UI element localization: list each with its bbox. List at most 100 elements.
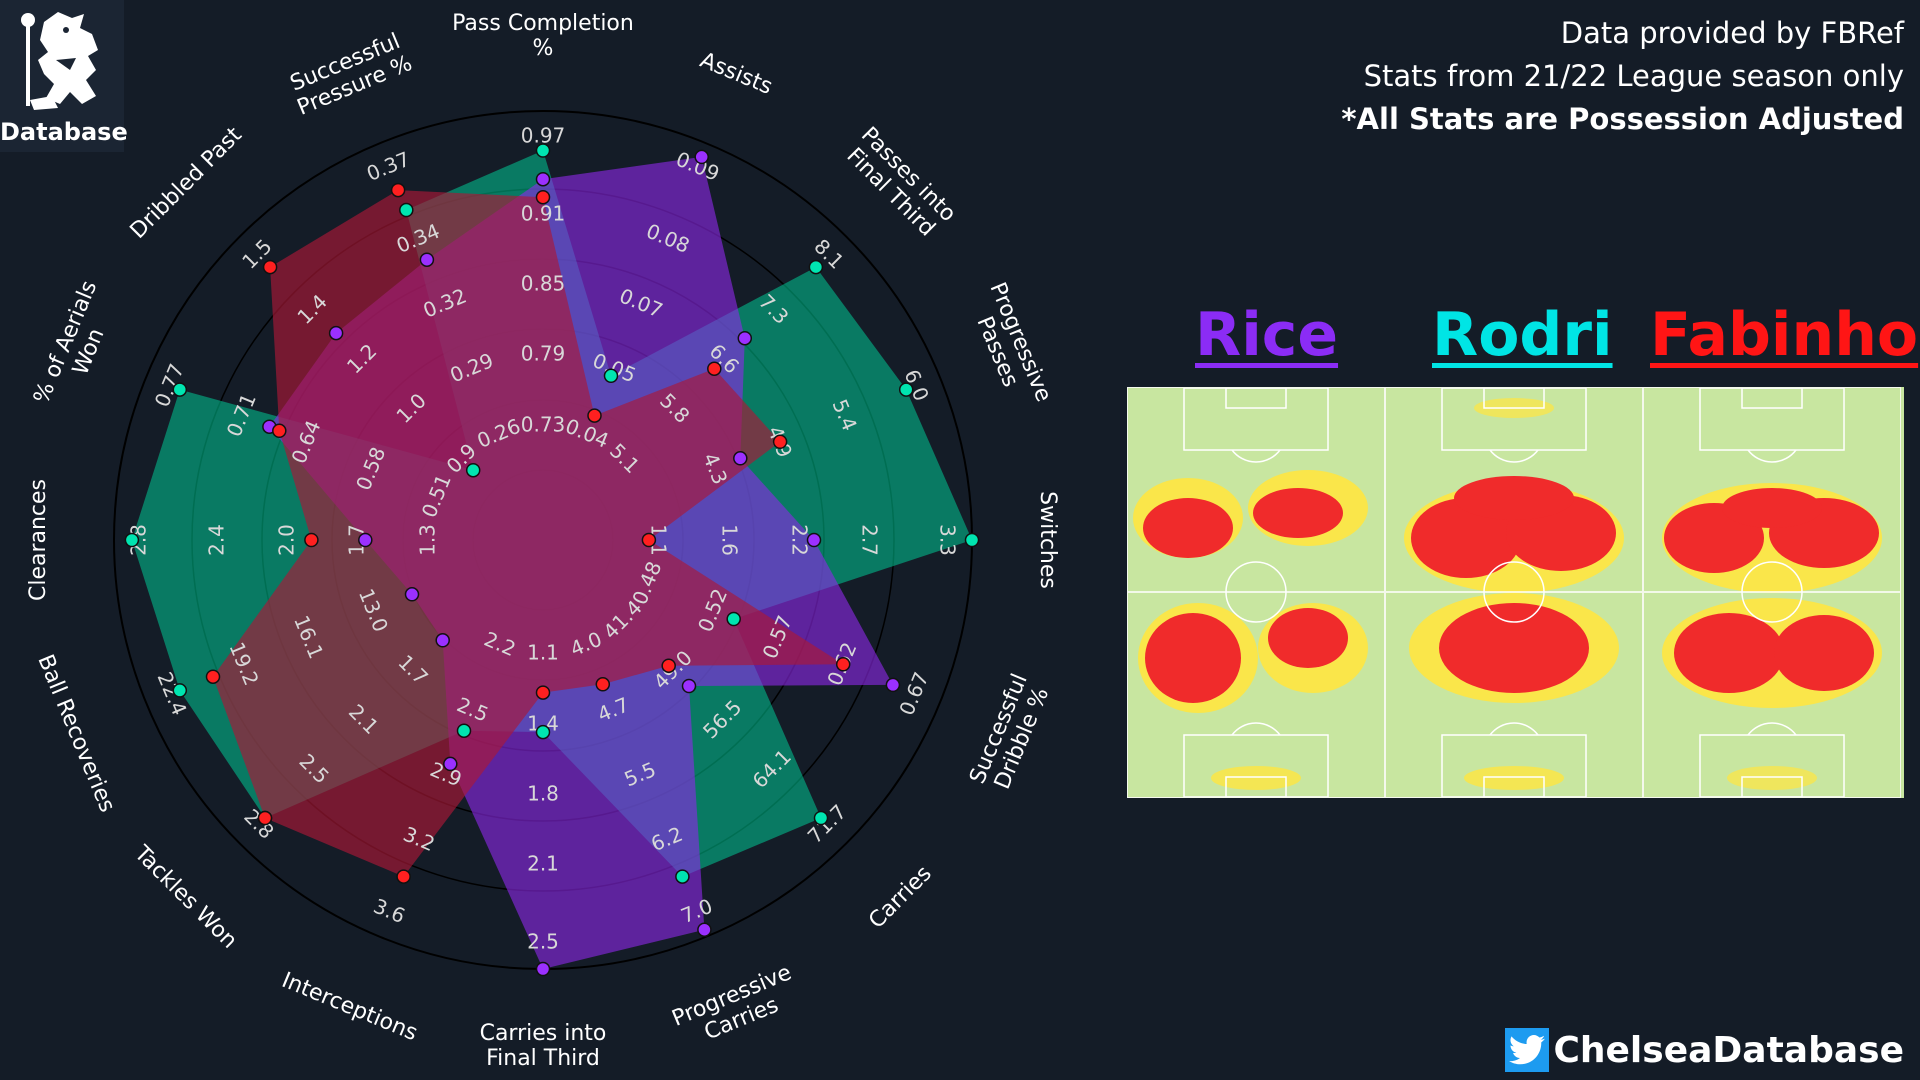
series-point-rice (420, 253, 433, 266)
series-point-fabinho (837, 658, 850, 671)
tick-label: 1.8 (527, 782, 559, 806)
tick-label: 0.73 (521, 413, 566, 437)
series-point-rice (436, 634, 449, 647)
logo-text: Database (0, 118, 124, 146)
pitch-lines (1128, 388, 1384, 797)
category-label-line: Clearances (26, 479, 51, 601)
series-point-rodri (458, 724, 471, 737)
series-point-fabinho (264, 261, 277, 274)
credit-possession-note: *All Stats are Possession Adjusted (1341, 98, 1904, 141)
heat-blobs (1662, 483, 1882, 790)
category-label-line: Interceptions (278, 968, 421, 1046)
series-point-rodri (900, 383, 913, 396)
category-label-line: Switches (1035, 491, 1060, 589)
category-label: ProgressivePasses (961, 279, 1056, 415)
category-label-line: Assists (696, 48, 775, 100)
tick-label: 0.67 (894, 668, 933, 718)
radar-chart: 0.730.790.850.910.970.040.050.070.080.09… (0, 0, 1090, 1080)
credit-season: Stats from 21/22 League season only (1341, 55, 1904, 98)
series-point-rice (738, 332, 751, 345)
pitch-lines (1644, 388, 1900, 797)
series-point-rodri (966, 534, 979, 547)
series-point-fabinho (305, 534, 318, 547)
category-label-line: Dribbled Past (126, 122, 248, 244)
pitch-lines (1386, 388, 1642, 797)
series-point-rice (444, 757, 457, 770)
category-label-line: Carries into (480, 1021, 607, 1046)
tick-label: 3.3 (936, 524, 960, 556)
player-name-rodri: Rodri (1432, 300, 1613, 370)
logo: Database (0, 0, 124, 152)
series-point-fabinho (642, 534, 655, 547)
category-label-line: % (533, 36, 554, 61)
category-label: Ball Recoveries (32, 651, 119, 816)
series-point-rice (734, 452, 747, 465)
series-point-fabinho (397, 870, 410, 883)
series-point-rice (808, 534, 821, 547)
twitter-handle[interactable]: ChelseaDatabase (1505, 1028, 1904, 1072)
series-point-fabinho (537, 686, 550, 699)
category-label: Interceptions (278, 968, 421, 1046)
series-point-rice (406, 588, 419, 601)
heat-blobs (1404, 398, 1624, 790)
tick-label: 1.1 (527, 641, 559, 665)
series-point-rodri (727, 613, 740, 626)
series-point-rodri (605, 369, 618, 382)
series-point-fabinho (259, 812, 272, 825)
tick-label: 1.3 (416, 524, 440, 556)
player-name-rice: Rice (1195, 300, 1338, 370)
credits: Data provided by FBRef Stats from 21/22 … (1341, 12, 1904, 141)
series-point-fabinho (774, 435, 787, 448)
series-point-fabinho (273, 424, 286, 437)
series-point-rodri (173, 684, 186, 697)
category-label: Carries into Final Third (480, 1021, 607, 1071)
twitter-handle-text: ChelseaDatabase (1553, 1030, 1904, 1071)
category-label: Dribbled Past (126, 122, 248, 244)
tick-label: 0.85 (521, 272, 566, 296)
heatmap-fabinho (1643, 387, 1901, 798)
category-label: Tackles Won (129, 840, 242, 953)
tick-label: 0.91 (521, 202, 566, 226)
series-point-rice (537, 963, 550, 976)
tick-label: 2.4 (205, 524, 229, 556)
series-point-rice (683, 680, 696, 693)
tick-label: 0.37 (363, 147, 413, 186)
heatmap-rice (1127, 387, 1385, 798)
category-label-line: Ball Recoveries (32, 651, 119, 816)
series-point-rodri (400, 204, 413, 217)
category-label: SuccessfulDribble % (965, 670, 1056, 797)
category-label: Passes intoFinal Third (838, 123, 960, 245)
series-point-rice (698, 923, 711, 936)
tick-label: 0.79 (521, 342, 566, 366)
series-point-rodri (125, 534, 138, 547)
series-point-rodri (537, 144, 550, 157)
category-label: SuccessfulPressure % (284, 28, 416, 121)
category-label-line: Carries (864, 861, 937, 934)
category-label-line: Tackles Won (129, 840, 242, 953)
tick-label: 3.6 (370, 894, 409, 928)
tick-label: 2.5 (527, 930, 559, 954)
series-point-rice (537, 173, 550, 186)
category-label-line: Final Third (486, 1046, 600, 1071)
twitter-bird-icon (1505, 1028, 1549, 1072)
series-point-rice (695, 150, 708, 163)
category-label: Assists (696, 48, 775, 100)
series-point-rodri (676, 870, 689, 883)
series-point-fabinho (588, 409, 601, 422)
category-label: Switches (1035, 491, 1060, 589)
series-point-fabinho (708, 362, 721, 375)
series-point-rice (886, 678, 899, 691)
series-point-fabinho (596, 678, 609, 691)
series-point-rice (330, 327, 343, 340)
heatmap-panel (1127, 387, 1904, 798)
tick-label: 2.7 (858, 524, 882, 556)
series-point-rodri (537, 726, 550, 739)
category-label: Clearances (26, 479, 51, 601)
player-name-fabinho: Fabinho (1650, 300, 1918, 370)
heat-blobs (1133, 470, 1368, 790)
tick-label: 2.0 (275, 524, 299, 556)
category-label-line: Pass Completion (452, 11, 634, 36)
series-point-fabinho (392, 184, 405, 197)
series-point-rice (359, 534, 372, 547)
category-label: Carries (864, 861, 937, 934)
